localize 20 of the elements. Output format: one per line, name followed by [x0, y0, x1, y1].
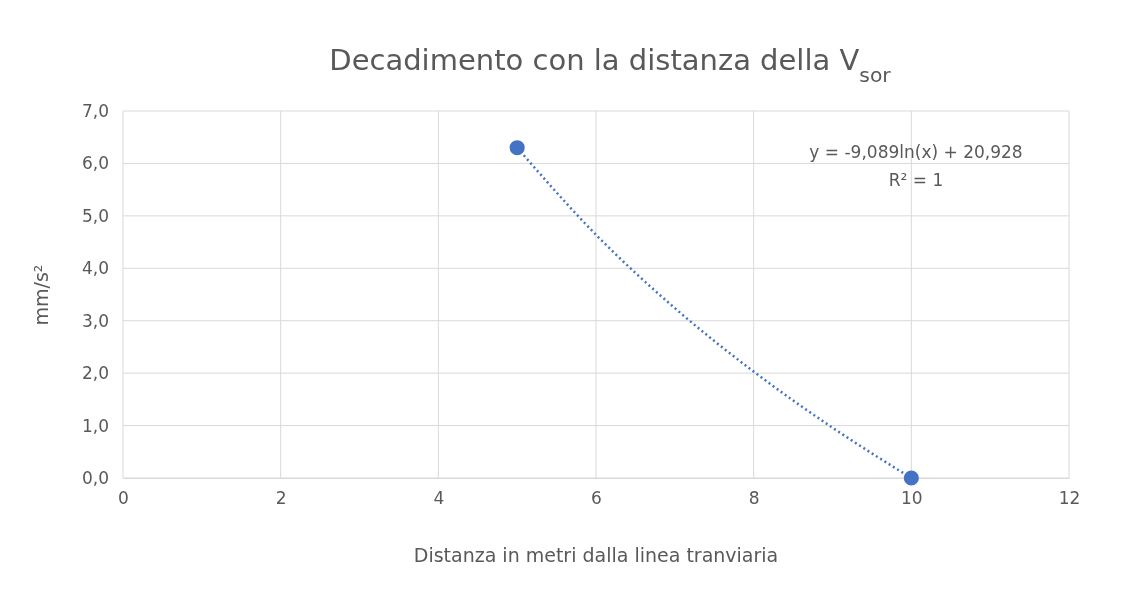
annotation: R² = 1 — [888, 170, 944, 190]
y-tick-label: 6,0 — [81, 153, 109, 174]
y-axis-title: mm/s² — [30, 264, 52, 326]
y-tick-label: 1,0 — [81, 415, 109, 436]
y-tick-label: 3,0 — [81, 310, 109, 331]
x-tick-label: 8 — [748, 488, 760, 509]
y-tick-label: 4,0 — [81, 258, 109, 279]
x-tick-label: 2 — [275, 488, 287, 509]
y-tick-label: 5,0 — [81, 205, 109, 226]
x-tick-label: 4 — [433, 488, 445, 509]
x-axis-title: Distanza in metri dalla linea tranviaria — [413, 544, 779, 566]
y-tick-label: 2,0 — [81, 363, 109, 384]
y-tick-label: 7,0 — [81, 100, 109, 121]
x-tick-label: 0 — [118, 488, 129, 509]
y-tick-label: 0,0 — [81, 467, 109, 488]
annotation: y = -9,089ln(x) + 20,928 — [809, 142, 1023, 162]
x-tick-label: 10 — [901, 488, 923, 509]
x-tick-label: 6 — [591, 488, 602, 509]
x-tick-label: 12 — [1058, 488, 1081, 509]
chart-title: Decadimento con la distanza della V$_{sor}$ — [329, 43, 892, 87]
